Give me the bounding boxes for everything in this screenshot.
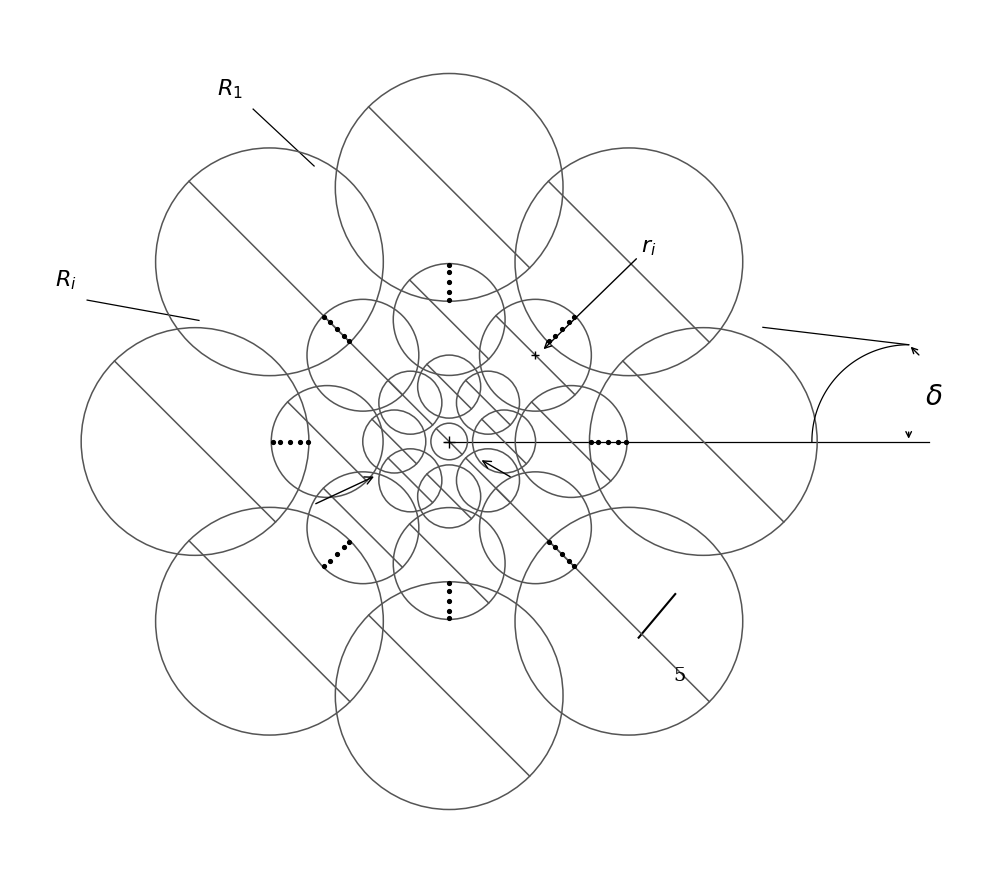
Text: $r_i$: $r_i$ [545, 236, 657, 348]
Text: $R_1$: $R_1$ [217, 78, 243, 101]
Text: $R_i$: $R_i$ [55, 268, 77, 292]
Text: 5: 5 [673, 667, 686, 684]
Text: $\delta$: $\delta$ [925, 384, 943, 411]
